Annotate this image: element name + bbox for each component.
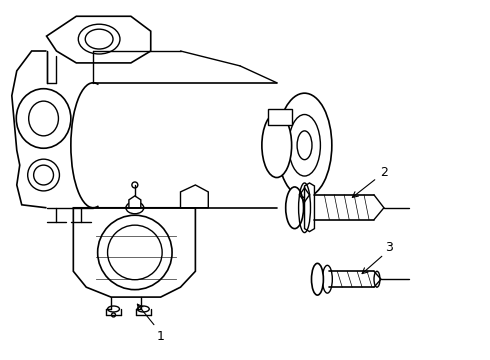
Ellipse shape bbox=[286, 187, 303, 229]
Polygon shape bbox=[268, 109, 292, 125]
Text: 2: 2 bbox=[380, 166, 388, 179]
Ellipse shape bbox=[312, 264, 323, 295]
Ellipse shape bbox=[262, 113, 292, 177]
Text: 3: 3 bbox=[385, 241, 393, 254]
Polygon shape bbox=[180, 185, 208, 208]
Polygon shape bbox=[305, 183, 315, 231]
Polygon shape bbox=[47, 16, 151, 63]
Text: 1: 1 bbox=[157, 330, 165, 343]
Polygon shape bbox=[129, 196, 141, 208]
Ellipse shape bbox=[322, 265, 332, 293]
Polygon shape bbox=[74, 208, 196, 297]
